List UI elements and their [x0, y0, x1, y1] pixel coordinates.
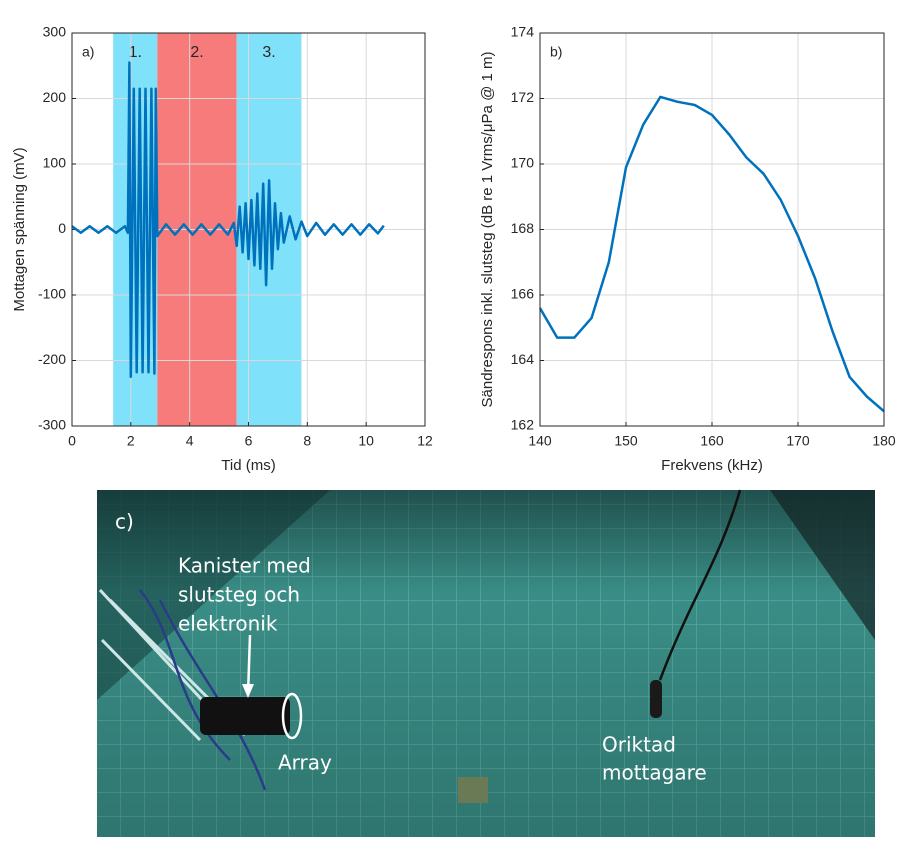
- annotation: elektronik: [178, 612, 278, 636]
- y-tick-label: 164: [511, 351, 535, 367]
- axes-frame: [71, 32, 426, 427]
- y-tick-label: -200: [38, 351, 66, 367]
- x-tick-label: 4: [186, 433, 194, 449]
- y-tick-label: 162: [511, 417, 535, 433]
- y-tick-label: 0: [58, 220, 66, 236]
- y-tick-label: 166: [511, 286, 535, 302]
- receiver: [650, 680, 662, 718]
- x-tick-label: 150: [614, 433, 638, 449]
- panel-label: a): [82, 44, 94, 60]
- y-tick-label: 168: [511, 220, 535, 236]
- y-tick-label: -100: [38, 286, 66, 302]
- annotation: Kanister med: [178, 554, 311, 578]
- chart: 1. 2. 3. 0 2 4 6 8 10 12 -300 -200 -100 0 100 200 300 a) T…: [11, 24, 433, 474]
- axes-frame: [539, 32, 885, 427]
- y-tick-label: 172: [511, 89, 535, 105]
- data-line: [71, 61, 385, 379]
- annotation: Array: [278, 751, 332, 775]
- annotation: slutsteg och: [178, 583, 300, 607]
- y-axis-label: Mottagen spänning (mV): [11, 147, 28, 311]
- photo: c) Kanister med slutsteg och elektronik …: [97, 489, 875, 837]
- x-tick-label: 0: [68, 433, 76, 449]
- panel-label: c): [115, 510, 134, 534]
- data-line: [538, 95, 885, 413]
- chart: 140 150 160 170 180 162 164 166 168 170 172 174 b) Fr…: [479, 24, 896, 474]
- y-tick-label: 100: [43, 155, 67, 171]
- y-tick-label: 200: [43, 89, 67, 105]
- region-label: 1.: [129, 44, 142, 61]
- drain: [458, 777, 488, 803]
- x-tick-label: 6: [245, 433, 253, 449]
- x-tick-label: 160: [700, 433, 724, 449]
- canister: [200, 697, 290, 735]
- y-axis-label: Sändrespons inkl. slutsteg (dB re 1 Vrms…: [479, 52, 496, 408]
- region-label: 3.: [262, 44, 275, 61]
- region-label: 2.: [190, 44, 203, 61]
- panel-label: b): [550, 44, 562, 60]
- x-tick-label: 12: [417, 433, 433, 449]
- x-axis-label: Tid (ms): [221, 457, 275, 474]
- annotation: Oriktad: [602, 733, 676, 757]
- y-tick-label: 170: [511, 155, 535, 171]
- y-tick-label: -300: [38, 417, 66, 433]
- y-tick-label: 174: [511, 24, 535, 40]
- y-tick-label: 300: [43, 24, 67, 40]
- x-tick-label: 8: [303, 433, 311, 449]
- x-tick-label: 10: [358, 433, 374, 449]
- x-tick-label: 170: [786, 433, 810, 449]
- arrow-head: [242, 684, 254, 698]
- annotation: mottagare: [602, 761, 707, 785]
- x-tick-label: 180: [872, 433, 896, 449]
- x-tick-label: 140: [528, 433, 552, 449]
- array-marker: [281, 692, 303, 740]
- x-tick-label: 2: [127, 433, 135, 449]
- x-axis-label: Frekvens (kHz): [661, 457, 763, 474]
- receiver-cable: [658, 489, 742, 681]
